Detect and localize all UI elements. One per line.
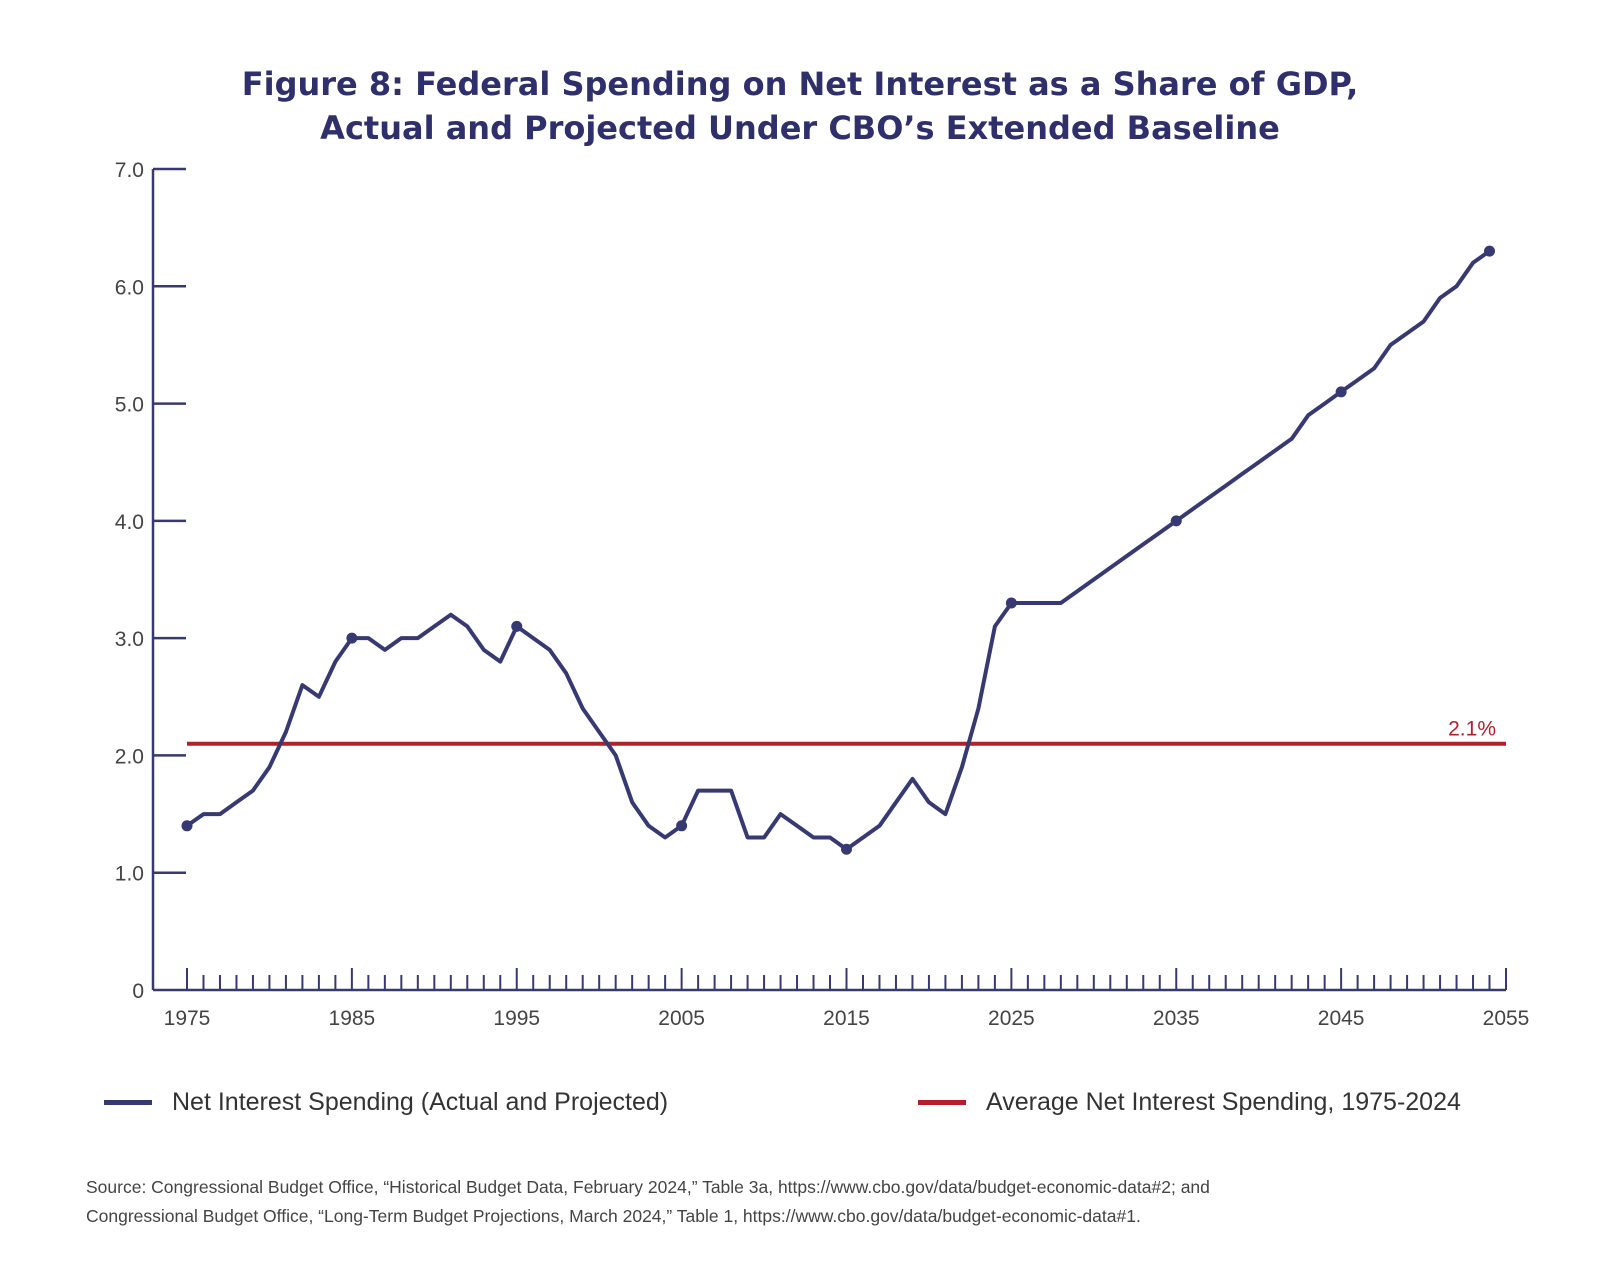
- y-tick-label: 4.0: [115, 511, 144, 534]
- y-tick-label: 5.0: [115, 394, 144, 417]
- x-tick-label: 2005: [658, 1007, 705, 1030]
- data-point-marker: [1335, 386, 1347, 398]
- series-line-net-interest: [185, 249, 1492, 852]
- data-point-marker: [511, 620, 523, 632]
- x-tick-label: 2055: [1483, 1007, 1530, 1030]
- data-point-marker: [676, 820, 688, 832]
- data-point-marker: [1484, 245, 1496, 257]
- series-group: [181, 245, 1496, 855]
- y-tick-label: 2.0: [115, 745, 144, 768]
- chart-title: Figure 8: Federal Spending on Net Intere…: [0, 62, 1600, 150]
- chart-title-line-1: Figure 8: Federal Spending on Net Intere…: [241, 65, 1359, 103]
- legend-item-average: Average Net Interest Spending, 1975-2024: [918, 1082, 1461, 1122]
- x-tick-label: 2035: [1153, 1007, 1200, 1030]
- legend-item-net-interest: Net Interest Spending (Actual and Projec…: [104, 1082, 668, 1122]
- data-point-marker: [181, 820, 193, 832]
- legend-label-net-interest: Net Interest Spending (Actual and Projec…: [172, 1087, 669, 1116]
- y-tick-label: 7.0: [115, 159, 144, 182]
- source-line-1: Source: Congressional Budget Office, “Hi…: [86, 1177, 1210, 1197]
- average-line-label: 2.1%: [1448, 718, 1496, 741]
- source-note: Source: Congressional Budget Office, “Hi…: [86, 1173, 1526, 1231]
- y-tick-label: 1.0: [115, 863, 144, 886]
- data-point-marker: [1005, 597, 1017, 609]
- x-tick-label: 1985: [329, 1007, 376, 1030]
- x-tick-label: 2025: [988, 1007, 1035, 1030]
- x-tick-label: 1995: [493, 1007, 540, 1030]
- legend-swatch-average: [918, 1099, 966, 1105]
- x-tick-label: 1975: [164, 1007, 211, 1030]
- x-tick-label: 2045: [1318, 1007, 1365, 1030]
- y-tick-label: 0: [132, 980, 144, 1003]
- average-line-group: 2.1%: [187, 718, 1506, 746]
- data-point-marker: [1170, 515, 1182, 527]
- source-line-2: Congressional Budget Office, “Long-Term …: [86, 1206, 1141, 1226]
- y-tick-label: 3.0: [115, 628, 144, 651]
- chart-title-line-2: Actual and Projected Under CBO’s Extende…: [320, 109, 1280, 147]
- legend-swatch-net-interest: [104, 1099, 152, 1105]
- y-tick-label: 6.0: [115, 276, 144, 299]
- data-point-marker: [346, 632, 358, 644]
- x-tick-label: 2015: [823, 1007, 870, 1030]
- line-chart: 0 1.0 2.0 3.0 4.0 5.0 6.0 7.0 1975 1985 1995 2005 20…: [115, 159, 1530, 1030]
- data-point-marker: [841, 843, 852, 855]
- legend-label-average: Average Net Interest Spending, 1975-2024: [986, 1087, 1461, 1116]
- chart-axes: 0 1.0 2.0 3.0 4.0 5.0 6.0 7.0 1975 1985 1995 2005 20…: [115, 159, 1530, 1030]
